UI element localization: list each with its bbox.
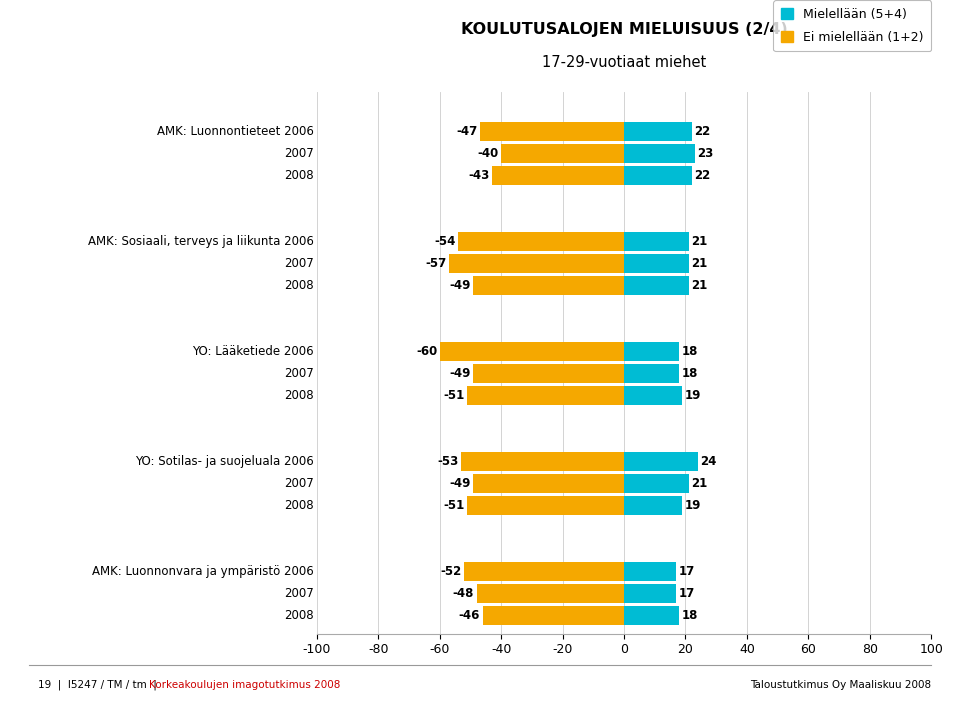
Text: 2007: 2007 [284, 257, 314, 270]
Bar [624, 342, 680, 361]
Text: 17-29-vuotiaat miehet: 17-29-vuotiaat miehet [541, 55, 707, 70]
Bar [624, 277, 688, 296]
Text: 18: 18 [682, 367, 698, 380]
Text: -49: -49 [449, 477, 471, 490]
Text: taloustutkimus oy: taloustutkimus oy [27, 16, 210, 34]
Text: -46: -46 [459, 610, 480, 622]
Bar [483, 606, 624, 625]
Bar [624, 254, 688, 273]
Bar [624, 452, 698, 471]
Bar [624, 122, 691, 141]
Text: 17: 17 [679, 565, 695, 578]
Text: 22: 22 [694, 170, 710, 182]
Bar [440, 342, 624, 361]
Text: AMK: Sosiaali, terveys ja liikunta 2006: AMK: Sosiaali, terveys ja liikunta 2006 [88, 235, 314, 248]
Text: -47: -47 [456, 125, 477, 138]
Bar [624, 364, 680, 383]
Legend: Mielellään (5+4), Ei mielellään (1+2): Mielellään (5+4), Ei mielellään (1+2) [773, 0, 931, 51]
Text: 21: 21 [691, 235, 708, 248]
Bar [492, 166, 624, 185]
Bar [468, 386, 624, 406]
Text: -57: -57 [425, 257, 446, 270]
Text: 18: 18 [682, 610, 698, 622]
Text: -40: -40 [477, 147, 498, 161]
Text: 21: 21 [691, 477, 708, 490]
Bar [624, 562, 676, 581]
Text: -48: -48 [453, 587, 474, 600]
Text: 21: 21 [691, 279, 708, 292]
Text: -51: -51 [444, 499, 465, 513]
Text: 2007: 2007 [284, 477, 314, 490]
Text: 18: 18 [682, 345, 698, 358]
Bar [476, 584, 624, 603]
Text: 2007: 2007 [284, 587, 314, 600]
Text: KOULUTUSALOJEN MIELUISUUS (2/4): KOULUTUSALOJEN MIELUISUUS (2/4) [461, 23, 787, 37]
Bar [624, 144, 695, 163]
Bar [458, 232, 624, 251]
Bar [473, 277, 624, 296]
Bar [449, 254, 624, 273]
Text: Korkeakoulujen imagotutkimus 2008: Korkeakoulujen imagotutkimus 2008 [149, 680, 340, 690]
Bar [480, 122, 624, 141]
Text: -43: -43 [468, 170, 490, 182]
Text: -60: -60 [416, 345, 437, 358]
Bar [624, 606, 680, 625]
Text: 2008: 2008 [284, 170, 314, 182]
Text: -54: -54 [434, 235, 456, 248]
Text: -51: -51 [444, 389, 465, 403]
Bar [624, 474, 688, 493]
Text: 2008: 2008 [284, 389, 314, 403]
Text: -53: -53 [438, 455, 459, 468]
Bar [624, 232, 688, 251]
Bar [465, 562, 624, 581]
Text: 2008: 2008 [284, 279, 314, 292]
Text: 21: 21 [691, 257, 708, 270]
Text: -52: -52 [441, 565, 462, 578]
Text: 23: 23 [697, 147, 713, 161]
Bar [501, 144, 624, 163]
Text: 19  |  I5247 / TM / tm  |: 19 | I5247 / TM / tm | [38, 679, 164, 690]
Text: -49: -49 [449, 279, 471, 292]
Text: 2008: 2008 [284, 499, 314, 513]
Bar [468, 496, 624, 515]
Text: YO: Lääketiede 2006: YO: Lääketiede 2006 [192, 345, 314, 358]
Text: Taloustutkimus Oy Maaliskuu 2008: Taloustutkimus Oy Maaliskuu 2008 [750, 680, 931, 690]
Text: AMK: Luonnonvara ja ympäristö 2006: AMK: Luonnonvara ja ympäristö 2006 [92, 565, 314, 578]
Text: AMK: Luonnontieteet 2006: AMK: Luonnontieteet 2006 [156, 125, 314, 138]
Text: 22: 22 [694, 125, 710, 138]
Bar [624, 386, 683, 406]
Bar [473, 474, 624, 493]
Bar [624, 496, 683, 515]
Bar [473, 364, 624, 383]
Bar [624, 584, 676, 603]
Bar [461, 452, 624, 471]
Text: 2008: 2008 [284, 610, 314, 622]
Text: 19: 19 [684, 389, 701, 403]
Text: 24: 24 [700, 455, 716, 468]
Bar [624, 166, 691, 185]
Text: 17: 17 [679, 587, 695, 600]
Text: -49: -49 [449, 367, 471, 380]
Text: 2007: 2007 [284, 367, 314, 380]
Text: 19: 19 [684, 499, 701, 513]
Text: 2007: 2007 [284, 147, 314, 161]
Text: YO: Sotilas- ja suojeluala 2006: YO: Sotilas- ja suojeluala 2006 [135, 455, 314, 468]
